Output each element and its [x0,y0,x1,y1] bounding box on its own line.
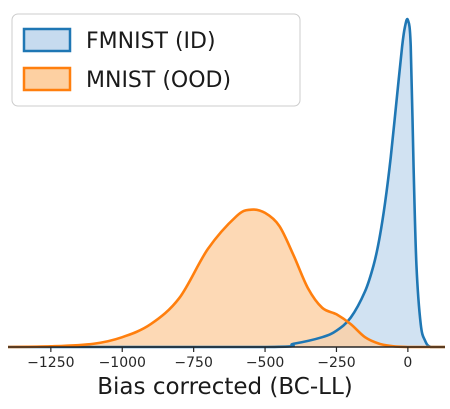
legend-swatch-fmnist [22,27,72,53]
density-area-fmnist [8,19,445,347]
x-tick-label: 0 [403,355,412,371]
legend-swatch-mnist [22,66,72,92]
x-tick-label: −250 [317,355,355,371]
legend-label-mnist: MNIST (OOD) [86,68,231,93]
legend: FMNIST (ID) MNIST (OOD) [11,13,301,107]
density-line-fmnist [7,17,445,349]
x-axis-title: Bias corrected (BC-LL) [97,374,352,400]
x-tick-label: −750 [174,355,212,371]
legend-label-fmnist: FMNIST (ID) [86,29,216,54]
density-area-mnist [8,209,445,347]
plot-area [7,17,445,349]
legend-frame [11,13,301,107]
x-axis-ticks: −1250 −1000 −750 −500 −250 0 [27,347,412,371]
x-tick-label: −500 [246,355,284,371]
density-line-mnist [7,208,445,349]
x-tick-label: −1000 [99,355,146,371]
x-tick-label: −1250 [27,355,74,371]
